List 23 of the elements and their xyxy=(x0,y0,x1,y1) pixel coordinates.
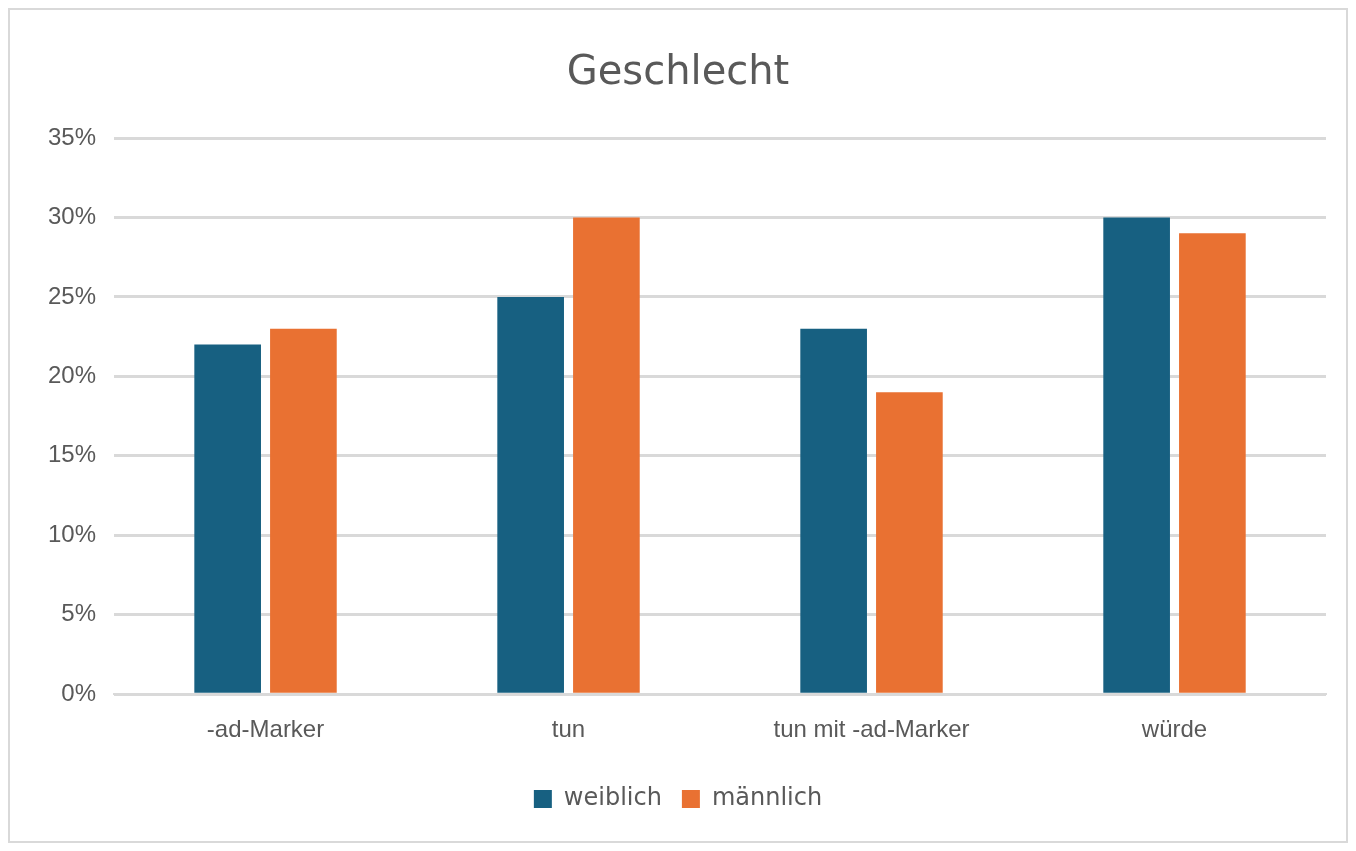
y-tick-label: 15% xyxy=(47,440,97,468)
bar xyxy=(270,328,337,693)
bar xyxy=(573,217,640,693)
bar xyxy=(497,296,564,693)
legend-label: männlich xyxy=(711,783,823,812)
y-tick-label: 25% xyxy=(47,281,97,309)
bar xyxy=(1179,233,1246,693)
x-tick-label: tun xyxy=(551,715,586,743)
y-tick-label: 20% xyxy=(47,361,97,388)
y-tick-label: 30% xyxy=(47,202,97,230)
legend-label: weiblich xyxy=(563,783,662,812)
bar xyxy=(194,344,261,693)
y-tick-label: 10% xyxy=(47,519,97,547)
y-tick-label: 35% xyxy=(47,122,97,150)
x-tick-label: -ad-Marker xyxy=(206,715,325,743)
bar xyxy=(800,328,867,693)
x-tick-label: würde xyxy=(1140,715,1208,743)
bar xyxy=(1103,217,1170,693)
y-tick-label: 0% xyxy=(61,678,97,706)
bar xyxy=(876,392,943,693)
x-tick-label: tun mit -ad-Marker xyxy=(773,715,970,743)
chart-title: Geschlecht xyxy=(566,47,790,94)
y-tick-label: 5% xyxy=(61,599,97,627)
